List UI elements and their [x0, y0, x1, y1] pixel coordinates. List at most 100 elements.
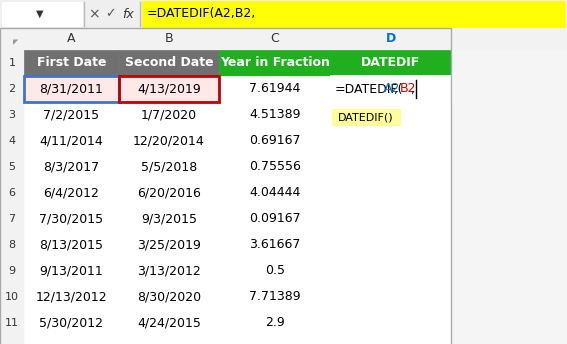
Text: DATEDIF: DATEDIF	[361, 56, 421, 69]
Bar	[219, 76, 331, 102]
Text: 7.61944: 7.61944	[249, 83, 301, 96]
Text: Second Date: Second Date	[125, 56, 213, 69]
Bar	[119, 76, 219, 102]
Bar	[331, 128, 451, 154]
Text: 7/30/2015: 7/30/2015	[40, 213, 104, 226]
Text: 6: 6	[9, 188, 15, 198]
Text: 3/25/2019: 3/25/2019	[137, 238, 201, 251]
Bar	[24, 284, 119, 310]
Text: 9/13/2011: 9/13/2011	[40, 265, 103, 278]
Bar	[24, 258, 119, 284]
Bar	[219, 50, 331, 76]
Bar	[0, 284, 24, 310]
Bar	[119, 128, 219, 154]
Text: 3/13/2012: 3/13/2012	[137, 265, 201, 278]
Bar	[219, 154, 331, 180]
Bar	[142, 1, 565, 27]
Bar	[2, 2, 82, 26]
Text: 0.09167: 0.09167	[249, 213, 301, 226]
Text: First Date: First Date	[37, 56, 106, 69]
Bar	[331, 102, 451, 128]
Bar	[0, 102, 24, 128]
Text: 4/13/2019: 4/13/2019	[137, 83, 201, 96]
Text: 2: 2	[9, 84, 15, 94]
Text: 12/13/2012: 12/13/2012	[36, 290, 107, 303]
Bar	[0, 180, 24, 206]
Bar	[119, 258, 219, 284]
Text: =DATEDIF(: =DATEDIF(	[335, 83, 403, 96]
Bar	[119, 232, 219, 258]
Text: fx: fx	[122, 8, 134, 21]
Bar	[24, 50, 119, 76]
Bar	[219, 180, 331, 206]
Text: ,: ,	[411, 83, 414, 96]
Bar	[24, 232, 119, 258]
Bar	[331, 28, 451, 50]
Bar	[219, 232, 331, 258]
Bar	[24, 180, 119, 206]
Bar	[0, 28, 567, 50]
Bar	[0, 154, 24, 180]
Text: ✓: ✓	[105, 8, 115, 21]
Bar	[219, 258, 331, 284]
Bar	[219, 310, 331, 336]
Bar	[0, 128, 24, 154]
Bar	[119, 206, 219, 232]
Bar	[24, 336, 119, 344]
Text: 10: 10	[5, 292, 19, 302]
Bar	[219, 28, 331, 50]
Bar	[24, 310, 119, 336]
Text: B2: B2	[400, 83, 416, 96]
Text: A: A	[67, 32, 76, 45]
Text: 4/24/2015: 4/24/2015	[137, 316, 201, 330]
Text: 8/30/2020: 8/30/2020	[137, 290, 201, 303]
Text: C: C	[270, 32, 280, 45]
Bar	[119, 76, 219, 102]
Text: 9/3/2015: 9/3/2015	[141, 213, 197, 226]
Bar	[331, 336, 451, 344]
Text: 5: 5	[9, 162, 15, 172]
Text: 8/13/2015: 8/13/2015	[40, 238, 104, 251]
Text: 8: 8	[9, 240, 15, 250]
Bar	[219, 336, 331, 344]
Bar	[331, 154, 451, 180]
Text: A2: A2	[384, 83, 400, 96]
Text: 3: 3	[9, 110, 15, 120]
Bar	[0, 232, 24, 258]
Text: =DATEDIF(A2,B2,: =DATEDIF(A2,B2,	[147, 8, 256, 21]
Text: 1: 1	[9, 58, 15, 68]
Bar	[24, 76, 119, 102]
Text: 11: 11	[5, 318, 19, 328]
Bar	[24, 76, 119, 102]
Bar	[219, 128, 331, 154]
Text: ,: ,	[395, 83, 399, 96]
Text: 12/20/2014: 12/20/2014	[133, 135, 205, 148]
Bar	[24, 128, 119, 154]
Bar	[119, 50, 219, 76]
Bar	[24, 206, 119, 232]
Bar	[119, 336, 219, 344]
Text: 4.04444: 4.04444	[249, 186, 301, 200]
Text: 4.51389: 4.51389	[249, 108, 301, 121]
Bar	[0, 310, 24, 336]
Text: 0.5: 0.5	[265, 265, 285, 278]
Bar	[0, 76, 24, 102]
Bar	[331, 284, 451, 310]
Text: Year in Fraction: Year in Fraction	[220, 56, 330, 69]
Bar	[331, 50, 451, 76]
Bar	[119, 154, 219, 180]
Text: ◤: ◤	[12, 39, 18, 45]
Bar	[331, 258, 451, 284]
Bar	[0, 28, 451, 344]
Bar	[331, 180, 451, 206]
Text: D: D	[386, 32, 396, 45]
Bar	[0, 336, 24, 344]
Bar	[0, 206, 24, 232]
Text: 7: 7	[9, 214, 15, 224]
Bar	[119, 28, 219, 50]
Text: 8/3/2017: 8/3/2017	[44, 161, 100, 173]
Bar	[119, 310, 219, 336]
Bar	[0, 50, 24, 76]
Text: ▼: ▼	[36, 9, 44, 19]
Bar	[219, 206, 331, 232]
